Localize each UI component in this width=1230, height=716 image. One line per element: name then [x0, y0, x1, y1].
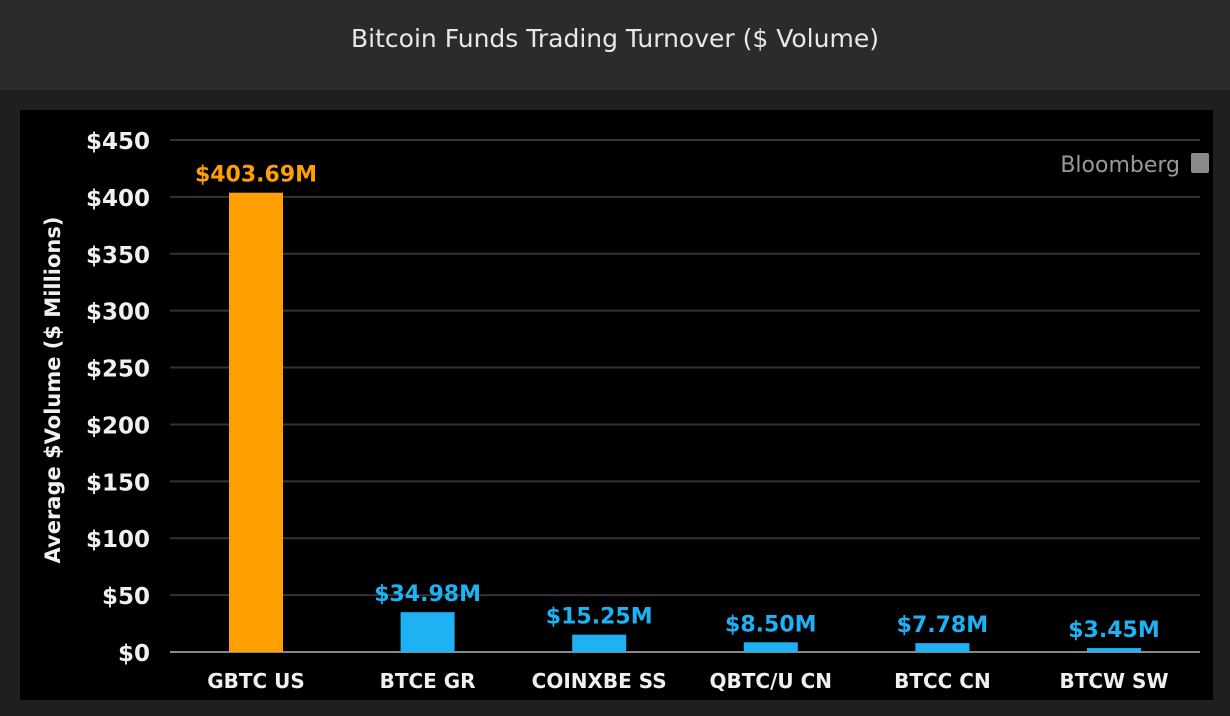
- bar: [229, 192, 283, 652]
- y-tick-label: $250: [86, 357, 150, 383]
- data-label: $34.98M: [374, 582, 481, 607]
- data-label: $7.78M: [897, 613, 988, 638]
- data-label: $403.69M: [195, 163, 317, 188]
- chart-panel: [20, 110, 1213, 700]
- y-tick-label: $150: [86, 470, 150, 496]
- header: Bitcoin Funds Trading Turnover ($ Volume…: [0, 0, 1230, 90]
- y-tick-label: $0: [118, 641, 150, 667]
- x-tick-label: BTCC CN: [894, 669, 991, 693]
- data-label: $15.25M: [546, 605, 653, 630]
- bar: [1087, 648, 1141, 652]
- y-tick-label: $450: [86, 129, 150, 155]
- x-tick-label: COINXBE SS: [532, 669, 667, 693]
- data-label: $8.50M: [725, 612, 816, 637]
- bar: [572, 634, 627, 652]
- y-tick-label: $400: [86, 186, 150, 212]
- data-label: $3.45M: [1068, 618, 1159, 643]
- y-axis-label: Average $Volume ($ Millions): [41, 217, 65, 564]
- bloomberg-logo-icon: [1191, 153, 1209, 173]
- bar: [400, 612, 455, 652]
- x-tick-label: GBTC US: [207, 669, 305, 693]
- bloomberg-watermark: Bloomberg: [1060, 153, 1180, 178]
- y-tick-label: $100: [86, 527, 150, 553]
- bar: [743, 642, 798, 652]
- y-tick-label: $50: [102, 584, 150, 610]
- y-tick-label: $300: [86, 300, 150, 326]
- y-tick-label: $200: [86, 413, 150, 439]
- x-tick-label: BTCW SW: [1059, 669, 1168, 693]
- x-tick-label: BTCE GR: [380, 669, 476, 693]
- y-tick-label: $350: [86, 243, 150, 269]
- chart-title: Bitcoin Funds Trading Turnover ($ Volume…: [351, 24, 879, 53]
- bar: [915, 643, 970, 652]
- x-tick-label: QBTC/U CN: [710, 669, 833, 693]
